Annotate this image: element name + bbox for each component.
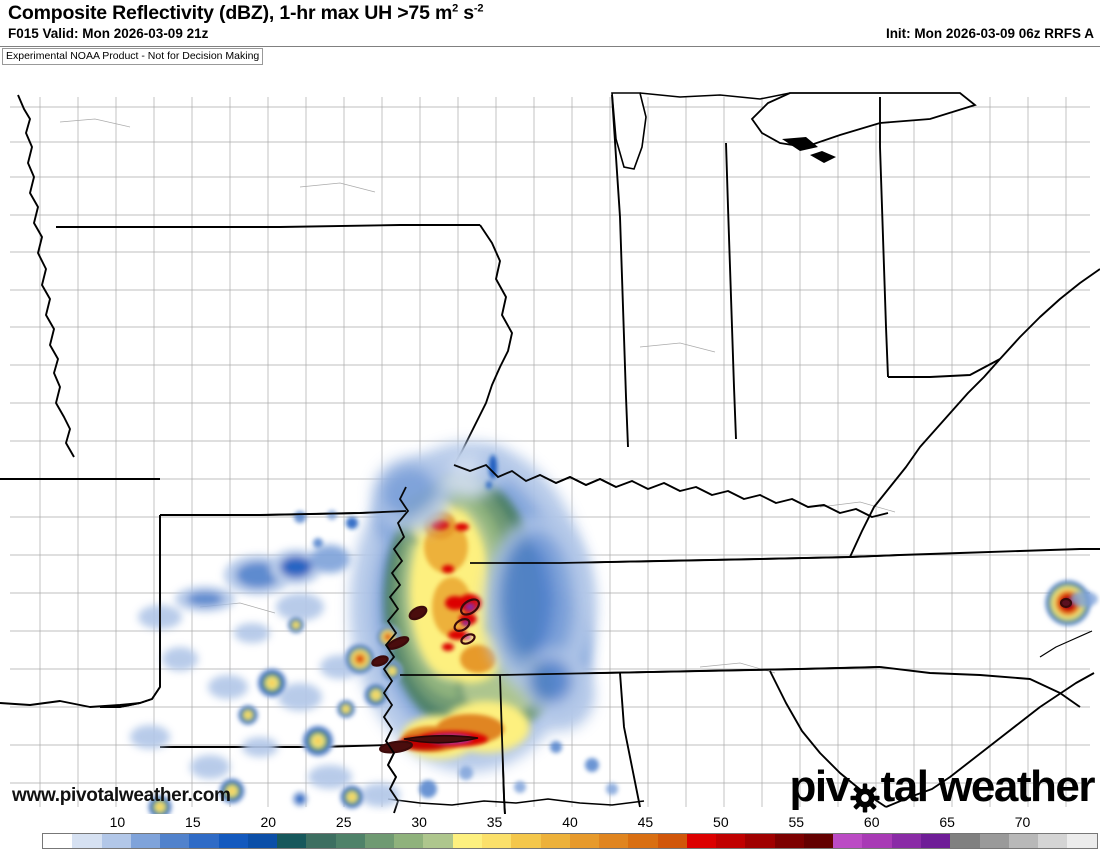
colorbar-swatch xyxy=(423,834,453,848)
title-superscript-area: 2 xyxy=(452,2,459,15)
colorbar-swatch xyxy=(189,834,219,848)
colorbar-swatch xyxy=(1008,834,1039,848)
colorbar-swatch xyxy=(716,834,746,848)
reflectivity-field xyxy=(130,442,1098,815)
colorbar-swatch xyxy=(599,834,629,848)
colorbar-swatch xyxy=(72,834,102,848)
colorbar-swatch xyxy=(628,834,658,848)
colorbar-tick: 15 xyxy=(185,814,201,830)
colorbar-tick: 30 xyxy=(411,814,427,830)
colorbar-swatch xyxy=(218,834,248,848)
experimental-disclaimer: Experimental NOAA Product - Not for Deci… xyxy=(2,48,264,66)
state-boundaries-overlay xyxy=(100,463,901,815)
colorbar-tick: 10 xyxy=(109,814,126,830)
colorbar-swatch xyxy=(979,834,1009,848)
colorbar-swatch xyxy=(1067,834,1097,848)
page-title: Composite Reflectivity (dBZ), 1-hr max U… xyxy=(8,2,483,25)
colorbar-swatch xyxy=(43,834,73,848)
title-mid-text: s xyxy=(458,2,474,24)
colorbar-swatch xyxy=(452,834,482,848)
colorbar-swatch xyxy=(1038,834,1068,848)
logo-text-post: tal weather xyxy=(880,762,1096,811)
colorbar-swatch xyxy=(686,834,717,848)
colorbar-tick: 65 xyxy=(939,814,955,830)
colorbar-tick-labels: 10 15 20 25 30 35 40 45 50 55 60 65 70 xyxy=(0,814,1100,832)
colorbar-swatch xyxy=(101,834,131,848)
colorbar-swatch xyxy=(891,834,921,848)
colorbar-swatch xyxy=(160,834,190,848)
colorbar-tick: 70 xyxy=(1014,814,1031,830)
colorbar-swatch xyxy=(540,834,570,848)
colorbar-swatch xyxy=(335,834,365,848)
colorbar-swatch xyxy=(569,834,600,848)
colorbar-swatch xyxy=(511,834,541,848)
init-time-label: Init: Mon 2026-03-09 06z RRFS A xyxy=(885,26,1094,41)
colorbar-tick: 45 xyxy=(637,814,654,830)
colorbar-tick: 60 xyxy=(863,814,880,830)
colorbar-legend[interactable]: 10 15 20 25 30 35 40 45 50 55 60 65 70 xyxy=(0,814,1100,850)
map-graphic xyxy=(0,47,1100,815)
map-header: Composite Reflectivity (dBZ), 1-hr max U… xyxy=(0,0,1100,46)
colorbar-tick: 20 xyxy=(260,814,277,830)
minor-echoes xyxy=(294,510,618,798)
colorbar-tick: 35 xyxy=(486,814,503,830)
colorbar-swatch xyxy=(657,834,687,848)
site-url-watermark: www.pivotalweather.com xyxy=(12,785,231,806)
colorbar-swatch xyxy=(803,834,834,848)
colorbar-swatch xyxy=(247,834,278,848)
scattered-cells-southwest xyxy=(130,545,403,815)
gear-icon xyxy=(850,777,880,813)
colorbar-swatch xyxy=(950,834,980,848)
title-main-text: Composite Reflectivity (dBZ), 1-hr max U… xyxy=(8,2,453,24)
lake-erie-islands xyxy=(782,137,836,163)
lake-erie xyxy=(750,92,977,148)
colorbar-tick: 40 xyxy=(562,814,578,830)
colorbar-tick: 50 xyxy=(713,814,729,830)
colorbar-swatch xyxy=(277,834,307,848)
colorbar-swatch xyxy=(364,834,395,848)
colorbar-swatch xyxy=(862,834,892,848)
logo-text-pre: piv xyxy=(789,762,851,811)
pivotal-weather-logo: piv tal weather xyxy=(789,762,1096,813)
colorbar-tick: 55 xyxy=(788,814,805,830)
water-bodies xyxy=(611,92,977,170)
colorbar-swatch xyxy=(774,834,804,848)
lake-michigan xyxy=(611,92,647,170)
colorbar-swatch xyxy=(306,834,336,848)
map-canvas[interactable]: Experimental NOAA Product - Not for Deci… xyxy=(0,46,1100,815)
colorbar-swatch xyxy=(130,834,161,848)
colorbar-swatch xyxy=(394,834,424,848)
title-superscript-seconds: -2 xyxy=(473,2,484,15)
valid-time-label: F015 Valid: Mon 2026-03-09 21z xyxy=(8,26,209,41)
colorbar-swatch xyxy=(481,834,512,848)
colorbar-tick: 25 xyxy=(335,814,352,830)
colorbar-swatches[interactable] xyxy=(42,833,1098,849)
colorbar-swatch xyxy=(920,834,951,848)
colorbar-swatch xyxy=(833,834,863,848)
colorbar-swatch xyxy=(745,834,775,848)
